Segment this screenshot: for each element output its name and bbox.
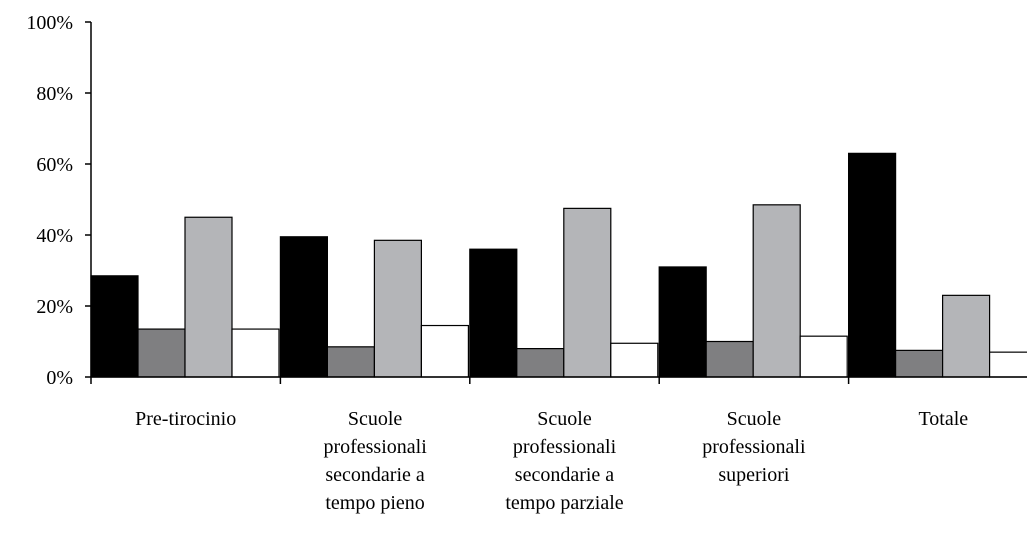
bar-series-4-cat-5 (988, 351, 1027, 378)
bar-series-2-cat-5 (894, 349, 944, 378)
bar-series-3-cat-5 (941, 294, 991, 378)
bar-series-4-cat-3 (610, 342, 659, 378)
x-category-label: Totale (918, 408, 968, 430)
x-category-label-line: professionali (323, 436, 427, 458)
bar-series-2-cat-3 (516, 348, 565, 378)
bar-series-1-cat-2 (279, 236, 328, 378)
y-tick-label: 100% (26, 12, 73, 34)
y-tick-label: 0% (46, 367, 73, 389)
x-category-label-line: professionali (513, 436, 617, 458)
x-category-label-line: superiori (718, 464, 790, 486)
bar-series-1-cat-3 (469, 248, 518, 378)
bar-series-3-cat-1 (184, 216, 233, 378)
x-category-label: Pre-tirocinio (135, 408, 236, 430)
x-category-label-line: professionali (702, 436, 806, 458)
bar-series-4-cat-2 (420, 324, 469, 378)
bar-series-3-cat-2 (373, 239, 422, 378)
x-category-label: Scuole professionali secondarie a tempo pie… (323, 408, 427, 514)
x-category-label: Scuole professionali superiori (702, 408, 806, 486)
y-tick-label: 20% (36, 296, 73, 318)
x-category-label-line: secondarie a (325, 464, 425, 486)
x-category-label: Scuole professionali secondarie a tempo par… (505, 408, 623, 514)
y-tick-label: 60% (36, 154, 73, 176)
bar-series-2-cat-4 (705, 340, 754, 378)
bar-series-4-cat-1 (231, 328, 280, 378)
bars (90, 152, 1027, 378)
bar-series-1-cat-4 (658, 266, 707, 378)
bar-series-4-cat-4 (799, 335, 848, 378)
x-axis: Pre-tirocinio Scuole professionali secondar… (90, 376, 1027, 514)
bar-series-2-cat-2 (326, 346, 375, 378)
bar-series-1-cat-1 (90, 275, 139, 378)
x-category-label-line: Scuole (348, 408, 403, 430)
x-category-label-line: tempo pieno (325, 492, 424, 514)
bar-series-1-cat-5 (847, 152, 897, 378)
x-category-label-line: Pre-tirocinio (135, 408, 236, 430)
x-category-label-line: secondarie a (515, 464, 615, 486)
y-axis: 0% 20% 40% 60% 80% 100% (26, 12, 92, 389)
bar-series-3-cat-3 (563, 207, 612, 378)
x-category-label-line: tempo parziale (505, 492, 623, 514)
bar-series-2-cat-1 (137, 328, 186, 378)
x-category-label-line: Totale (918, 408, 968, 430)
x-category-label-line: Scuole (727, 408, 782, 430)
y-tick-label: 40% (36, 225, 73, 247)
bar-series-3-cat-4 (752, 204, 801, 378)
x-category-label-line: Scuole (537, 408, 592, 430)
y-tick-label: 80% (36, 83, 73, 105)
